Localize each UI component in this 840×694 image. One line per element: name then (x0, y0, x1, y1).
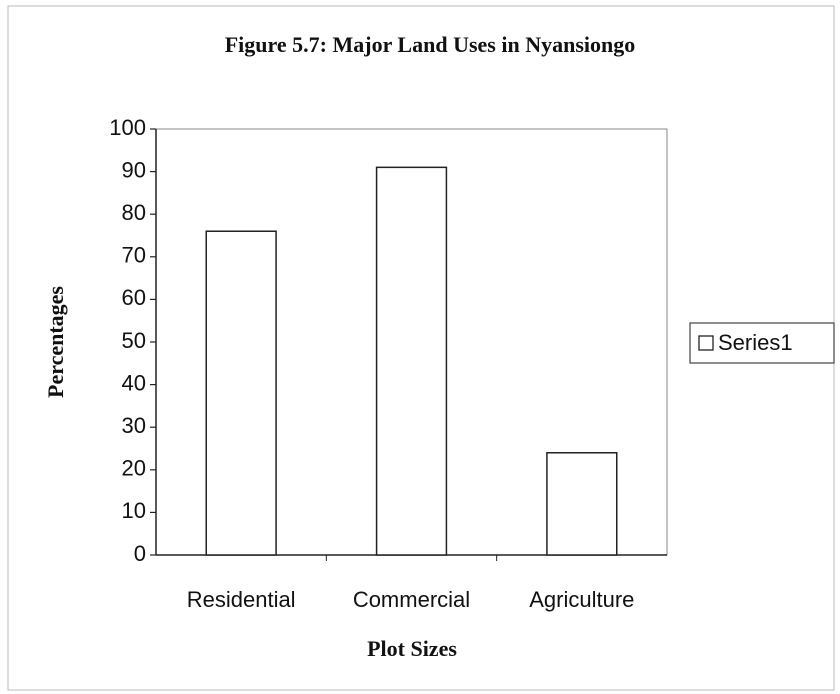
x-axis-label: Plot Sizes (367, 636, 457, 661)
bar (375, 166, 448, 556)
y-tick-label: 10 (122, 498, 146, 523)
y-tick-label: 0 (134, 541, 146, 566)
y-tick-label: 40 (122, 370, 146, 395)
legend-box (689, 322, 835, 364)
y-tick-label: 80 (122, 200, 146, 225)
x-tick-label: Residential (187, 587, 296, 612)
y-tick-label: 20 (122, 456, 146, 481)
bar (546, 452, 618, 556)
y-tick-label: 60 (122, 285, 146, 310)
legend-label: Series1 (718, 330, 793, 355)
x-tick-label: Commercial (353, 587, 470, 612)
bar (205, 230, 277, 556)
y-tick-label: 90 (122, 157, 146, 182)
y-tick-label: 100 (109, 115, 146, 140)
chart-title: Figure 5.7: Major Land Uses in Nyansiong… (225, 32, 636, 57)
y-axis-label: Percentages (43, 286, 68, 398)
y-tick-label: 30 (122, 413, 146, 438)
y-tick-label: 50 (122, 328, 146, 353)
legend-swatch (698, 335, 714, 351)
x-tick-label: Agriculture (529, 587, 634, 612)
y-tick-label: 70 (122, 243, 146, 268)
